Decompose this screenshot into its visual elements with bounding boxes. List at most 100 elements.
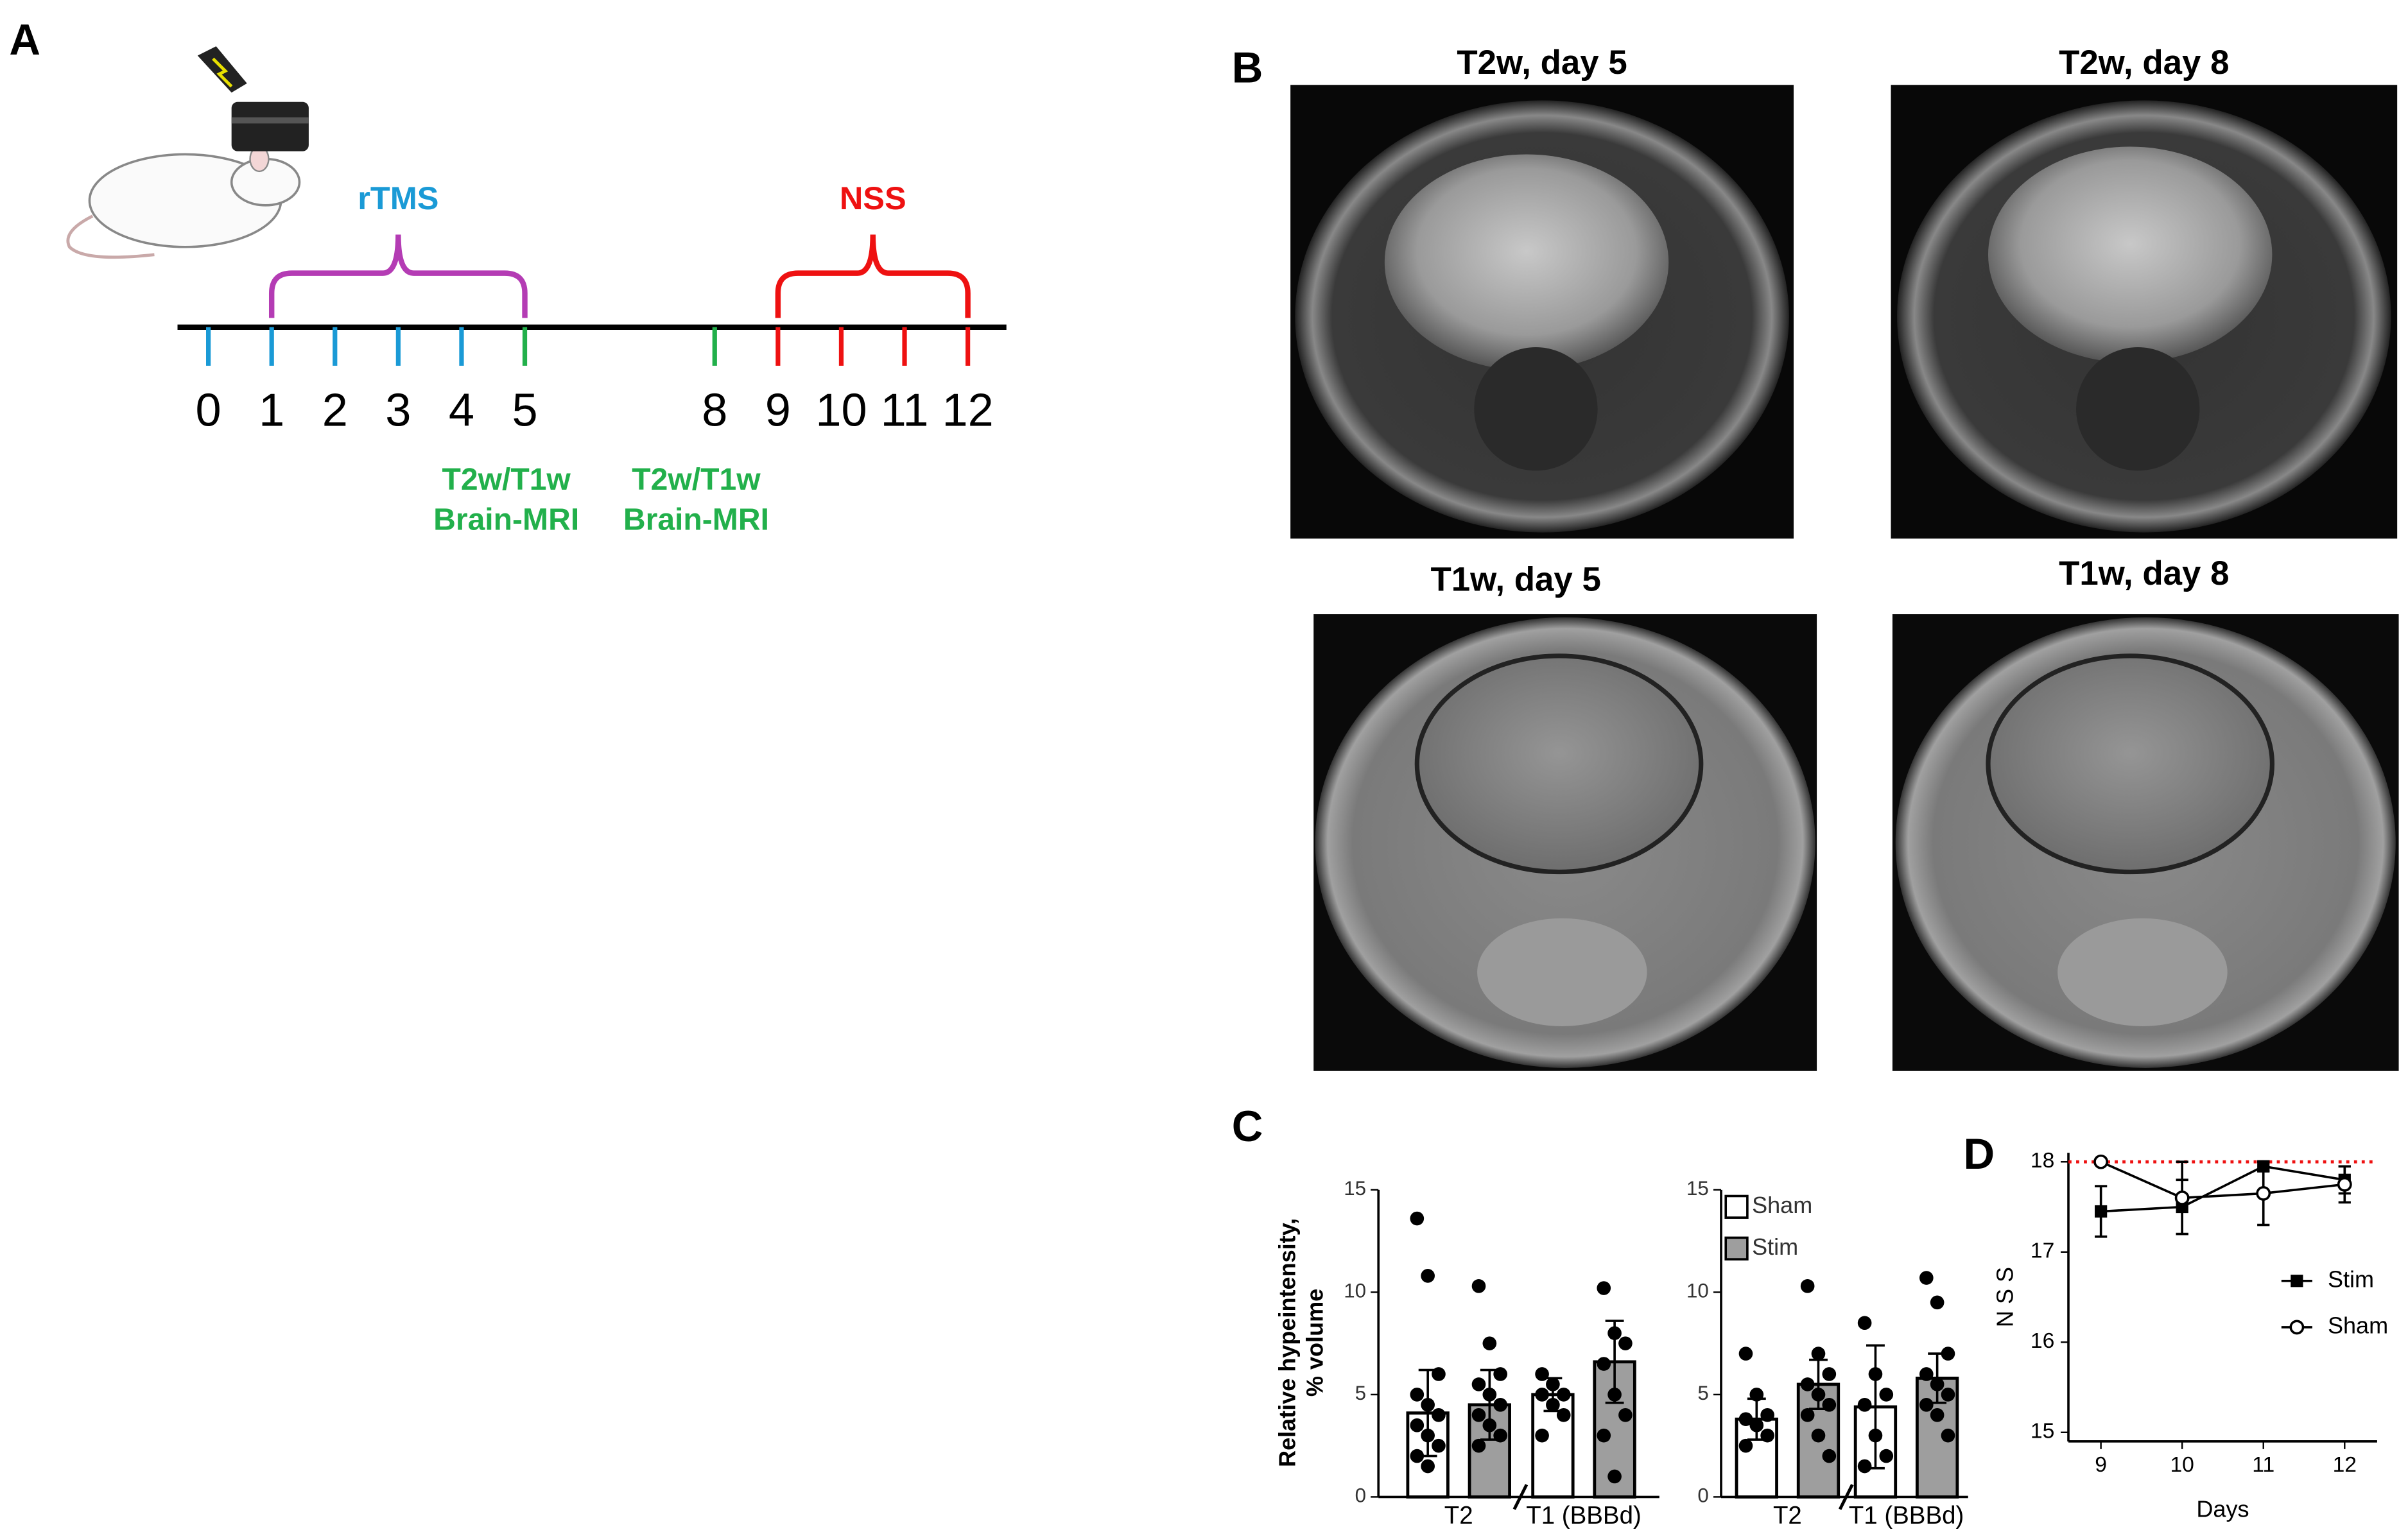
day-label: 3 xyxy=(385,384,411,436)
marker xyxy=(2093,1154,2109,1169)
marker xyxy=(2256,1185,2271,1201)
data-point xyxy=(1410,1388,1425,1402)
data-point xyxy=(1535,1428,1549,1443)
data-point xyxy=(1760,1428,1774,1443)
data-point xyxy=(1749,1418,1764,1433)
x-tick-label: 12 xyxy=(2333,1453,2357,1477)
mri-image xyxy=(1313,614,1817,1071)
data-point xyxy=(1868,1367,1883,1381)
data-point xyxy=(1941,1428,1955,1443)
data-point xyxy=(1618,1407,1633,1422)
rat-icon xyxy=(66,46,309,259)
x-group-label: T2 xyxy=(1773,1502,1802,1529)
data-point xyxy=(1857,1398,1872,1412)
data-point xyxy=(1546,1398,1560,1412)
mri-label: T2w/T1w xyxy=(442,462,571,497)
data-point xyxy=(1879,1388,1894,1402)
data-point xyxy=(1857,1459,1872,1474)
legend-swatch xyxy=(1724,1236,1749,1261)
x-tick-label: 11 xyxy=(2252,1453,2274,1477)
data-point xyxy=(1493,1367,1507,1381)
data-point xyxy=(1919,1367,1934,1381)
data-point xyxy=(1493,1398,1507,1412)
x-group-label: T2 xyxy=(1444,1502,1473,1529)
y-axis-label: Relative hypeintensity, xyxy=(1274,1218,1300,1467)
bracket-label: rTMS xyxy=(358,180,438,216)
legend-label: Stim xyxy=(1752,1234,1798,1260)
data-point xyxy=(1597,1428,1611,1443)
x-axis-label: Days xyxy=(2196,1496,2249,1522)
data-point xyxy=(1546,1377,1560,1391)
day-label: 10 xyxy=(815,384,867,436)
y-tick-label: 17 xyxy=(2031,1239,2054,1263)
data-point xyxy=(1556,1388,1571,1402)
series-line xyxy=(2100,1160,2345,1200)
data-point xyxy=(1432,1407,1446,1422)
marker xyxy=(2291,1275,2303,1287)
mri-label: T2w/T1w xyxy=(632,462,761,497)
data-point xyxy=(1930,1407,1945,1422)
mri-image xyxy=(1891,85,2398,539)
y-tick-label: 0 xyxy=(1355,1485,1366,1507)
x-group-label: T1 (BBBd) xyxy=(1849,1502,1964,1529)
day-label: 5 xyxy=(512,384,537,436)
panel-label: C xyxy=(1232,1103,1263,1151)
data-point xyxy=(1811,1388,1826,1402)
data-point xyxy=(1800,1279,1815,1293)
y-axis-label: % volume xyxy=(1302,1289,1328,1397)
data-point xyxy=(1471,1377,1486,1391)
data-point xyxy=(1421,1269,1435,1283)
mri-images xyxy=(1290,85,2399,1071)
day-label: 2 xyxy=(322,384,348,436)
image-title: T1w, day 5 xyxy=(1430,560,1600,598)
data-point xyxy=(1482,1388,1497,1402)
data-point xyxy=(1597,1281,1611,1295)
x-group-label: T1 (BBBd) xyxy=(1526,1502,1641,1529)
data-point xyxy=(1822,1367,1837,1381)
day-label: 1 xyxy=(259,384,284,436)
panel-label: A xyxy=(9,16,40,64)
axis-break xyxy=(1838,1484,1854,1510)
mri-label: Brain-MRI xyxy=(623,502,769,537)
legend-label: Sham xyxy=(1752,1192,1812,1218)
series-line xyxy=(2101,1165,2345,1213)
y-tick-label: 15 xyxy=(1686,1177,1709,1200)
panel-label: B xyxy=(1232,44,1263,92)
image-title: T2w, day 5 xyxy=(1457,44,1627,82)
legend-label: Stim xyxy=(2328,1266,2374,1292)
legend-swatch xyxy=(1724,1194,1749,1219)
data-point xyxy=(1607,1326,1622,1341)
data-point xyxy=(1811,1347,1826,1361)
y-tick-label: 0 xyxy=(1697,1485,1708,1507)
data-point xyxy=(1749,1388,1764,1402)
y-tick-label: 5 xyxy=(1697,1382,1708,1404)
data-point xyxy=(1432,1367,1446,1381)
image-title: T1w, day 8 xyxy=(2059,555,2229,592)
day-label: 12 xyxy=(942,384,993,436)
y-tick-label: 15 xyxy=(1344,1177,1366,1200)
y-tick-label: 18 xyxy=(2031,1149,2054,1173)
data-point xyxy=(1493,1428,1507,1443)
data-point xyxy=(1535,1367,1549,1381)
data-point xyxy=(1410,1211,1425,1226)
data-point xyxy=(1857,1316,1872,1330)
data-point xyxy=(1800,1377,1815,1391)
bracket-label: NSS xyxy=(840,180,906,216)
data-point xyxy=(1822,1449,1837,1463)
data-point xyxy=(1607,1469,1622,1484)
y-axis-label: N S S xyxy=(1991,1267,2018,1327)
data-point xyxy=(1471,1438,1486,1453)
x-tick-label: 10 xyxy=(2170,1453,2194,1477)
data-point xyxy=(1760,1407,1774,1422)
day-label: 8 xyxy=(702,384,727,436)
data-point xyxy=(1738,1412,1753,1426)
mri-image xyxy=(1290,85,1794,539)
mri-label: Brain-MRI xyxy=(433,502,579,537)
data-point xyxy=(1410,1418,1425,1433)
y-tick-label: 16 xyxy=(2031,1329,2054,1353)
x-tick-label: 9 xyxy=(2095,1453,2107,1477)
data-point xyxy=(1941,1388,1955,1402)
image-title: T2w, day 8 xyxy=(2059,44,2229,82)
data-point xyxy=(1800,1407,1815,1422)
data-point xyxy=(1471,1279,1486,1293)
